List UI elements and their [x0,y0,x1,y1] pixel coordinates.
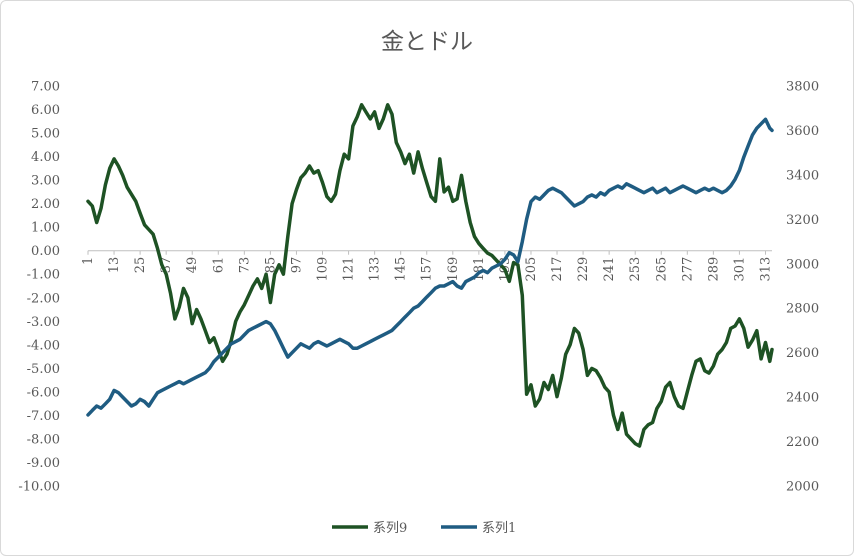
left-tick-label: -7.00 [27,409,60,424]
left-tick-label: 4.00 [31,150,60,165]
left-tick-label: -9.00 [27,456,60,471]
x-tick-label: 241 [602,257,617,282]
series-line-2 [86,117,774,417]
x-tick-label: 205 [524,257,539,282]
chart-title: 金とドル [381,29,473,55]
x-tick-label: 265 [654,257,669,282]
right-tick-label: 3000 [786,257,819,272]
x-tick-label: 49 [185,257,200,274]
x-tick-label: 217 [550,257,565,282]
left-tick-label: 3.00 [31,174,60,189]
left-tick-label: -4.00 [27,338,60,353]
left-tick-label: -1.00 [27,268,60,283]
right-tick-label: 3600 [786,124,819,139]
right-tick-label: 2200 [786,435,819,450]
x-tick-label: 169 [446,257,461,282]
right-tick-label: 3200 [786,213,819,228]
left-tick-label: 5.00 [31,127,60,142]
left-tick-label: 6.00 [31,103,60,118]
left-tick-label: 7.00 [31,80,60,95]
x-tick-label: 157 [420,257,435,282]
x-tick-label: 253 [628,257,643,282]
x-tick-label: 313 [758,257,773,282]
x-tick-label: 97 [289,257,304,274]
left-tick-label: -3.00 [27,315,60,330]
left-tick-label: -8.00 [27,432,60,447]
x-tick-label: 133 [368,257,383,282]
right-tick-label: 3800 [786,80,819,95]
x-tick-label: 301 [732,257,747,282]
right-tick-label: 2800 [786,302,819,317]
right-tick-label: 3400 [786,168,819,183]
right-tick-label: 2000 [786,480,819,495]
x-tick-label: 25 [133,257,148,274]
series-group [86,103,774,448]
x-tick-label: 289 [706,257,721,282]
x-tick-label: 61 [211,257,226,274]
right-y-axis: 3800 3600 3400 3200 3000 2800 2600 2400 2200 2000 [786,80,819,495]
right-tick-label: 2400 [786,391,819,406]
series-line-1 [86,103,774,448]
right-tick-label: 2600 [786,346,819,361]
x-tick-label: 1 [81,257,96,265]
left-tick-label: 0.00 [31,244,60,259]
x-tick-label: 13 [107,257,122,274]
left-tick-label: 1.00 [31,221,60,236]
x-tick-label: 121 [342,257,357,282]
legend: 系列9 系列1 [332,521,516,536]
legend-label: 系列9 [373,521,407,536]
x-tick-label: 145 [394,257,409,282]
left-y-axis: 7.00 6.00 5.00 4.00 3.00 2.00 1.00 0.00 -1.00 -2.… [18,80,60,495]
x-tick-label: 109 [316,257,331,282]
left-tick-label: -5.00 [27,362,60,377]
x-axis: 1 13 25 37 49 61 73 85 97 109 121 133 145 157 169 181 19… [81,250,773,282]
left-tick-label: -2.00 [27,291,60,306]
left-tick-label: -6.00 [27,385,60,400]
left-tick-label: 2.00 [31,197,60,212]
x-tick-label: 277 [680,257,695,282]
x-tick-label: 73 [237,257,252,274]
left-tick-label: -10.00 [18,480,60,495]
x-tick-label: 229 [576,257,591,282]
x-tick-label: 85 [263,257,278,274]
legend-label: 系列1 [482,521,516,536]
